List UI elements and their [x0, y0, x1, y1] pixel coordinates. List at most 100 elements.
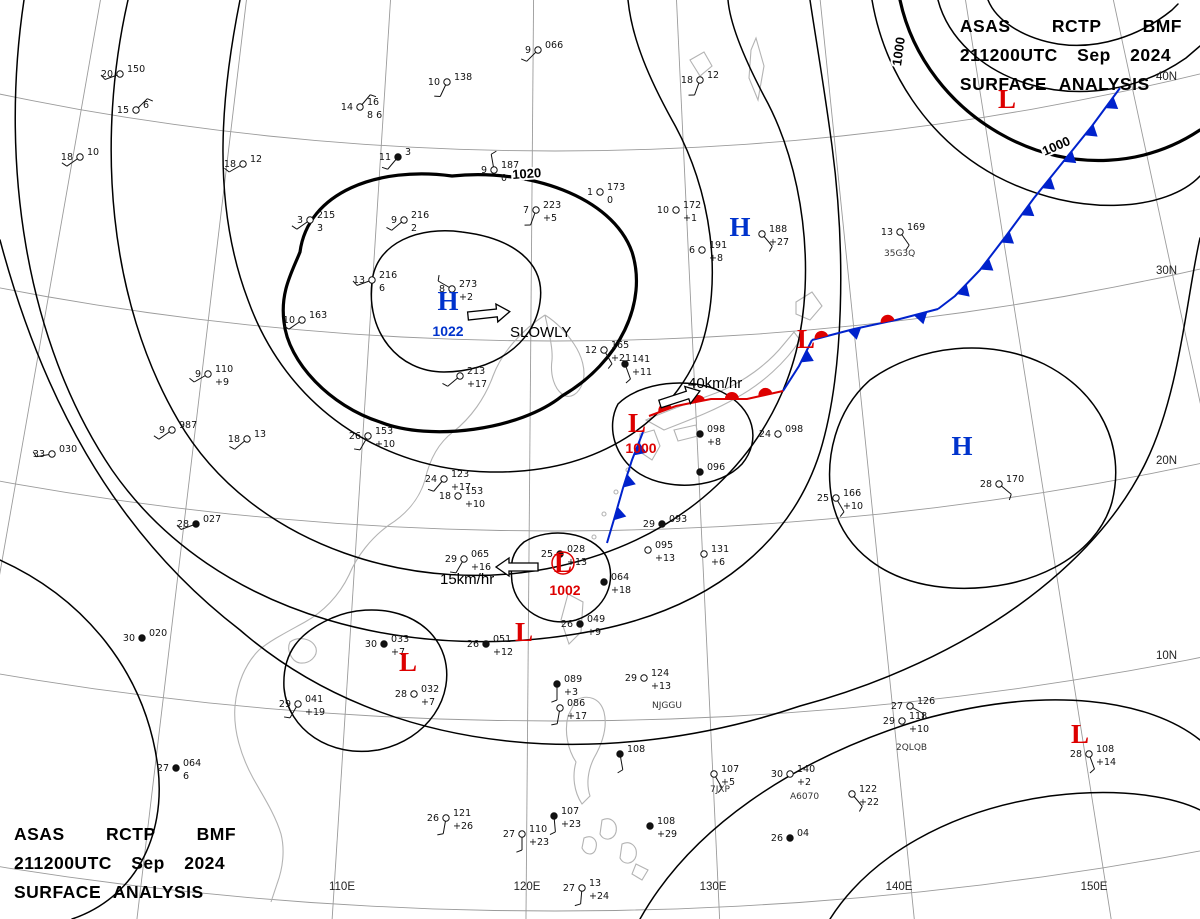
station-circle: [1085, 750, 1093, 758]
station-pressure: 3: [405, 147, 411, 158]
cold-front-triangle: [1063, 150, 1077, 164]
station-plot: 29 065 +16: [445, 549, 491, 574]
station-temp: 33: [33, 449, 45, 460]
station-plot: 095+13: [644, 540, 675, 564]
station-plot: 27 110 +23: [503, 824, 549, 853]
station-pressure: 187: [501, 160, 519, 171]
coastline: [619, 842, 637, 864]
station-circle: [556, 704, 564, 712]
station-circle: [368, 276, 376, 284]
station-pressure: 108: [657, 816, 675, 827]
station-pressure: 150: [127, 64, 145, 75]
station-tendency: +13: [651, 681, 671, 692]
station-plot: 29 124 +13: [625, 668, 671, 692]
station-temp: 9: [195, 369, 201, 380]
station-pressure: 141: [632, 354, 650, 365]
station-temp: 3: [297, 215, 303, 226]
station-pressure: 108: [1096, 744, 1114, 755]
station-pressure: 027: [203, 514, 221, 525]
wind-barb-tick: [442, 382, 448, 387]
station-plot: 18 12: [224, 154, 262, 173]
station-plot: 33 030: [32, 444, 77, 460]
station-tendency: +10: [909, 724, 929, 735]
station-circle: [774, 430, 782, 438]
station-temp: 26: [427, 813, 439, 824]
station-temp: 26: [561, 619, 573, 630]
station-plot: 8 273 +2: [437, 274, 477, 303]
longitude-label: 140E: [886, 881, 913, 893]
wind-barb-tick: [1089, 768, 1095, 774]
station-plot: 29 041 +19: [279, 694, 325, 719]
station-id: 2QLQB: [896, 743, 927, 753]
station-temp: 29: [445, 554, 457, 565]
station-pressure: 987: [179, 420, 197, 431]
station-plot: 7 223 +5: [523, 200, 561, 226]
station-circle: [696, 430, 704, 438]
station-circle: [832, 494, 840, 502]
station-circle: [596, 188, 604, 196]
station-plot: 086+17: [551, 698, 587, 726]
wind-barb-tick: [549, 831, 556, 836]
movement-arrow: [466, 302, 511, 324]
station-circle: [646, 822, 654, 830]
station-plot: 108+29: [646, 816, 677, 840]
wind-barb-tick: [607, 363, 613, 369]
station-tendency: 6: [379, 283, 385, 294]
coastline: [581, 836, 597, 855]
title-block-bottom-left: ASAS RCTP BMF 211200UTC Sep 2024 SURFACE…: [14, 820, 236, 907]
latitude-line: [0, 657, 1200, 722]
station-circle: [440, 475, 448, 483]
station-circle: [400, 216, 408, 224]
longitude-line: [819, 0, 915, 919]
wind-barb-tick: [490, 150, 497, 155]
station-tendency: +8: [709, 253, 723, 264]
low-center: L: [515, 617, 533, 647]
station-circle: [700, 550, 708, 558]
station-plot: 10 172 +1: [657, 200, 701, 224]
station-plot: 098+8: [696, 424, 725, 448]
latitude-line: [0, 73, 1200, 152]
station-plot: 30 140 +2: [771, 764, 815, 788]
station-plot: 18 153 +10: [439, 486, 485, 510]
station-tendency: +2: [459, 292, 473, 303]
coastline: [234, 314, 546, 903]
center-pressure-value: 1022: [432, 323, 463, 339]
station-circle: [116, 70, 124, 78]
station-plot: 30 033 +7: [365, 634, 409, 658]
station-tendency: +22: [859, 797, 879, 808]
station-tendency: +18: [611, 585, 631, 596]
wind-barb-tick: [32, 451, 37, 458]
title-block-top-right: ASAS RCTP BMF 211200UTC Sep 2024 SURFACE…: [960, 12, 1182, 99]
station-circle: [490, 166, 498, 174]
station-plot: 26 153 +10: [349, 426, 395, 451]
isobar-value: 1000: [889, 36, 908, 67]
station-circle: [672, 206, 680, 214]
low-center: L: [628, 408, 646, 438]
station-circle: [239, 160, 247, 168]
station-temp: 10: [428, 77, 440, 88]
station-pressure: 118: [909, 711, 927, 722]
station-temp: 13: [353, 275, 365, 286]
high-center: H: [951, 431, 972, 461]
station-id: A6070: [790, 792, 819, 802]
station-id: 35G3Q: [884, 249, 915, 259]
latitude-line: [0, 268, 1200, 342]
station-tendency: 8 6: [367, 110, 382, 121]
station-circle: [138, 634, 146, 642]
movement-arrow: [657, 385, 701, 409]
station-plot: 9 987: [153, 420, 197, 440]
station-pressure: 16: [367, 97, 379, 108]
station-circle: [394, 153, 402, 161]
longitude-label: 150E: [1081, 881, 1108, 893]
station-circle: [658, 520, 666, 528]
warm-front-semicircle: [758, 387, 773, 397]
cold-front-triangle: [633, 442, 647, 456]
station-temp: 27: [157, 763, 169, 774]
wind-barb-tick: [617, 769, 624, 774]
coastline: [673, 424, 699, 442]
station-tendency: +19: [305, 707, 325, 718]
station-circle: [786, 834, 794, 842]
station-pressure: 12: [250, 154, 262, 165]
wind-barb-tick: [905, 244, 910, 251]
